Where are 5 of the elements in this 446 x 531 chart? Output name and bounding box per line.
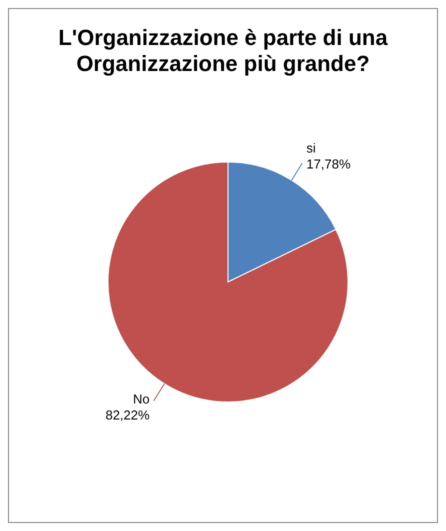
data-label: 17,78%	[306, 156, 351, 172]
slice-label: si	[306, 140, 316, 156]
slice-label: No	[132, 392, 150, 407]
chart-title: L'Organizzazione è parte di una Organizzazione più grande?	[57, 24, 389, 77]
data-label: 82,22%	[105, 408, 150, 423]
